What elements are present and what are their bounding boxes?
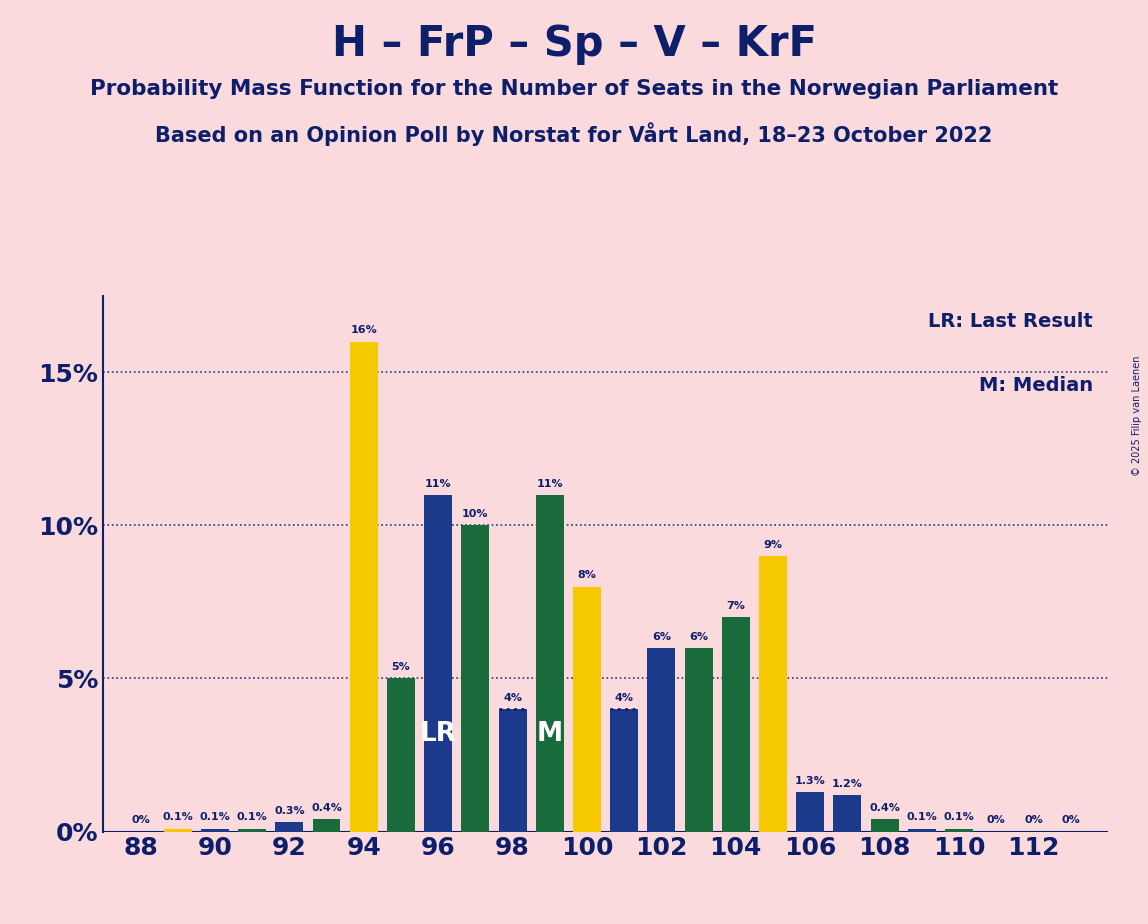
Bar [498,709,527,832]
Text: 6%: 6% [689,632,708,642]
Bar [945,829,974,832]
Bar [387,678,414,832]
Text: 1.2%: 1.2% [832,779,863,789]
Text: 0.4%: 0.4% [311,803,342,813]
Text: LR: LR [420,722,457,748]
Text: 9%: 9% [763,540,783,550]
Text: 0%: 0% [1024,816,1042,825]
Text: 0.1%: 0.1% [944,812,975,822]
Bar [164,829,192,832]
Bar [759,556,786,832]
Text: 0.1%: 0.1% [200,812,231,822]
Text: 7%: 7% [727,602,745,611]
Text: 10%: 10% [463,509,489,519]
Text: © 2025 Filip van Laenen: © 2025 Filip van Laenen [1132,356,1142,476]
Text: Probability Mass Function for the Number of Seats in the Norwegian Parliament: Probability Mass Function for the Number… [90,79,1058,99]
Bar [870,820,899,832]
Text: 11%: 11% [536,479,563,489]
Bar [833,795,861,832]
Text: Based on an Opinion Poll by Norstat for Vårt Land, 18–23 October 2022: Based on an Opinion Poll by Norstat for … [155,122,993,146]
Text: M: M [537,722,563,748]
Bar [573,587,600,832]
Text: 5%: 5% [391,663,410,673]
Bar [611,709,638,832]
Text: 0%: 0% [1061,816,1080,825]
Bar [201,829,228,832]
Text: 4%: 4% [503,693,522,703]
Text: M: Median: M: Median [978,376,1093,395]
Bar [797,792,824,832]
Text: 0.1%: 0.1% [907,812,937,822]
Text: 1.3%: 1.3% [794,775,825,785]
Text: 0.3%: 0.3% [274,807,304,816]
Text: 8%: 8% [577,570,597,580]
Text: 0%: 0% [131,816,150,825]
Bar [536,494,564,832]
Text: 16%: 16% [350,325,378,335]
Bar [461,526,489,832]
Text: 6%: 6% [652,632,670,642]
Bar [684,648,713,832]
Bar [908,829,936,832]
Bar [238,829,266,832]
Bar [722,617,750,832]
Text: 0%: 0% [987,816,1006,825]
Text: 0.1%: 0.1% [236,812,267,822]
Text: 0.1%: 0.1% [162,812,193,822]
Bar [350,342,378,832]
Bar [425,494,452,832]
Bar [276,822,303,832]
Text: H – FrP – Sp – V – KrF: H – FrP – Sp – V – KrF [332,23,816,65]
Text: 0.4%: 0.4% [869,803,900,813]
Text: 4%: 4% [614,693,634,703]
Bar [647,648,675,832]
Bar [312,820,341,832]
Text: 11%: 11% [425,479,451,489]
Text: LR: Last Result: LR: Last Result [928,311,1093,331]
